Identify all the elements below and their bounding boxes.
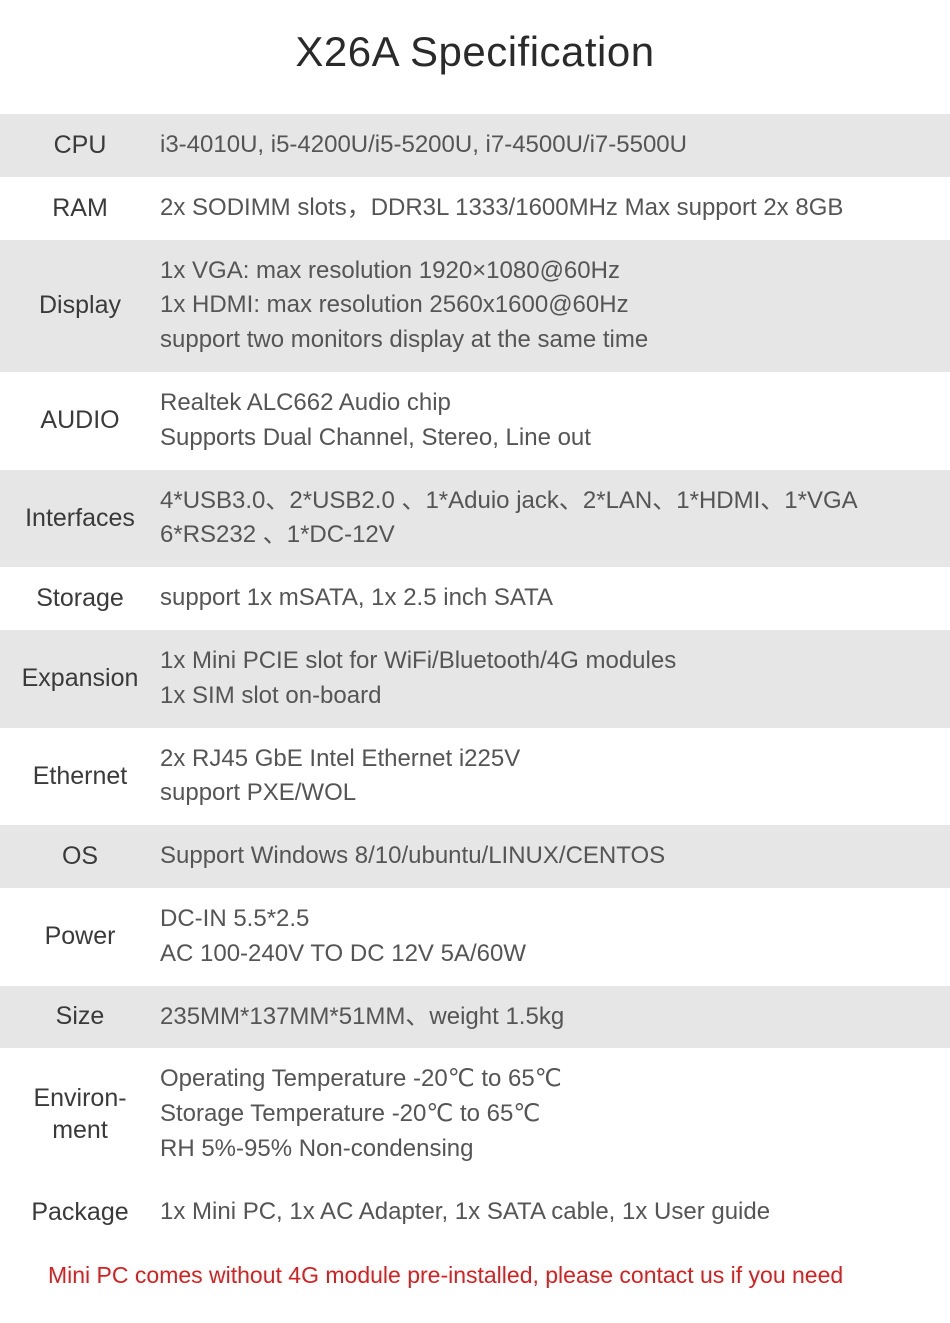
spec-value: 1x Mini PC, 1x AC Adapter, 1x SATA cable… <box>160 1195 950 1230</box>
spec-label: CPU <box>0 130 160 161</box>
footnote: Mini PC comes without 4G module pre-inst… <box>0 1244 950 1301</box>
spec-value: 2x SODIMM slots，DDR3L 1333/1600MHz Max s… <box>160 191 950 226</box>
spec-value: Operating Temperature -20℃ to 65℃ Storag… <box>160 1062 950 1166</box>
spec-row-display: Display 1x VGA: max resolution 1920×1080… <box>0 240 950 372</box>
spec-value: 1x VGA: max resolution 1920×1080@60Hz 1x… <box>160 254 950 358</box>
spec-label: Expansion <box>0 663 160 694</box>
spec-title: X26A Specification <box>0 0 950 114</box>
spec-label: Storage <box>0 583 160 614</box>
spec-row-ram: RAM 2x SODIMM slots，DDR3L 1333/1600MHz M… <box>0 177 950 240</box>
spec-row-audio: AUDIO Realtek ALC662 Audio chip Supports… <box>0 372 950 470</box>
spec-label: Size <box>0 1001 160 1032</box>
spec-row-expansion: Expansion 1x Mini PCIE slot for WiFi/Blu… <box>0 630 950 728</box>
spec-value: DC-IN 5.5*2.5 AC 100-240V TO DC 12V 5A/6… <box>160 902 950 972</box>
spec-row-storage: Storage support 1x mSATA, 1x 2.5 inch SA… <box>0 567 950 630</box>
spec-value: 2x RJ45 GbE Intel Ethernet i225V support… <box>160 742 950 812</box>
spec-label: Ethernet <box>0 761 160 792</box>
spec-value: 1x Mini PCIE slot for WiFi/Bluetooth/4G … <box>160 644 950 714</box>
spec-row-ethernet: Ethernet 2x RJ45 GbE Intel Ethernet i225… <box>0 728 950 826</box>
spec-label: OS <box>0 841 160 872</box>
spec-row-size: Size 235MM*137MM*51MM、weight 1.5kg <box>0 986 950 1049</box>
spec-label: RAM <box>0 193 160 224</box>
spec-value: Support Windows 8/10/ubuntu/LINUX/CENTOS <box>160 839 950 874</box>
spec-row-package: Package 1x Mini PC, 1x AC Adapter, 1x SA… <box>0 1181 950 1244</box>
spec-label: Power <box>0 921 160 952</box>
spec-label: Display <box>0 290 160 321</box>
spec-row-power: Power DC-IN 5.5*2.5 AC 100-240V TO DC 12… <box>0 888 950 986</box>
spec-row-os: OS Support Windows 8/10/ubuntu/LINUX/CEN… <box>0 825 950 888</box>
spec-value: 4*USB3.0、2*USB2.0 、1*Aduio jack、2*LAN、1*… <box>160 484 950 554</box>
spec-value: i3-4010U, i5-4200U/i5-5200U, i7-4500U/i7… <box>160 128 950 163</box>
spec-label: AUDIO <box>0 405 160 436</box>
spec-table: CPU i3-4010U, i5-4200U/i5-5200U, i7-4500… <box>0 114 950 1244</box>
spec-value: Realtek ALC662 Audio chip Supports Dual … <box>160 386 950 456</box>
spec-value: 235MM*137MM*51MM、weight 1.5kg <box>160 1000 950 1035</box>
spec-row-cpu: CPU i3-4010U, i5-4200U/i5-5200U, i7-4500… <box>0 114 950 177</box>
spec-label: Environ- ment <box>0 1083 160 1146</box>
spec-value: support 1x mSATA, 1x 2.5 inch SATA <box>160 581 950 616</box>
spec-label: Interfaces <box>0 503 160 534</box>
spec-row-environment: Environ- ment Operating Temperature -20℃… <box>0 1048 950 1180</box>
spec-label: Package <box>0 1197 160 1228</box>
spec-row-interfaces: Interfaces 4*USB3.0、2*USB2.0 、1*Aduio ja… <box>0 470 950 568</box>
